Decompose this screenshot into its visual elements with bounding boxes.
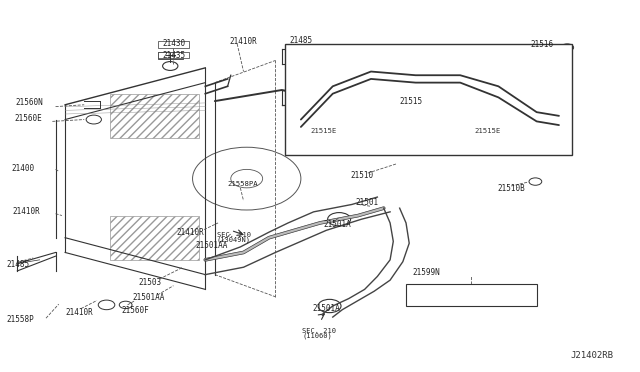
Text: SEC. 210: SEC. 210 — [302, 328, 336, 334]
Text: 21410R: 21410R — [177, 228, 204, 237]
Circle shape — [86, 115, 101, 124]
Text: 21485: 21485 — [289, 36, 312, 45]
Bar — [157, 52, 183, 59]
Bar — [109, 94, 199, 138]
Text: 21560F: 21560F — [121, 306, 149, 315]
Circle shape — [520, 84, 535, 93]
Circle shape — [163, 62, 178, 70]
Text: 21599N: 21599N — [412, 268, 440, 277]
Text: 21515: 21515 — [399, 97, 423, 106]
Text: 21515E: 21515E — [474, 128, 500, 134]
Text: 21410R: 21410R — [230, 37, 257, 46]
Text: 21501: 21501 — [355, 198, 378, 207]
Bar — [109, 215, 199, 260]
Text: 21558PA: 21558PA — [228, 181, 258, 187]
Circle shape — [231, 169, 262, 188]
Circle shape — [328, 212, 351, 226]
Circle shape — [318, 299, 341, 312]
Text: 21510B: 21510B — [497, 184, 525, 193]
Text: 21501AA: 21501AA — [196, 241, 228, 250]
Text: 21515E: 21515E — [310, 128, 337, 134]
Circle shape — [561, 44, 573, 51]
Circle shape — [193, 147, 301, 210]
Text: 21503: 21503 — [138, 278, 161, 287]
Text: ⚠ CAUTION: ⚠ CAUTION — [460, 291, 502, 299]
Bar — [505, 99, 559, 144]
Circle shape — [529, 178, 541, 185]
Text: 21501AA: 21501AA — [132, 293, 164, 302]
Text: 21510: 21510 — [351, 171, 374, 180]
Bar — [505, 94, 559, 149]
Text: (13049N): (13049N) — [217, 236, 251, 243]
Circle shape — [119, 301, 132, 309]
Text: (11060): (11060) — [302, 332, 332, 339]
Text: 21485: 21485 — [6, 260, 29, 269]
Text: 21410R: 21410R — [13, 207, 40, 217]
Bar — [406, 284, 537, 306]
Text: 21560E: 21560E — [14, 114, 42, 123]
Text: 21410R: 21410R — [65, 308, 93, 317]
Text: 21501A: 21501A — [323, 220, 351, 229]
Text: 21501A: 21501A — [312, 304, 340, 313]
Text: SEC. 210: SEC. 210 — [217, 232, 251, 238]
Text: 21430: 21430 — [162, 39, 185, 48]
Bar — [157, 41, 189, 48]
Text: 21560N: 21560N — [15, 99, 43, 108]
Circle shape — [99, 300, 115, 310]
Circle shape — [409, 290, 426, 300]
Text: 21435: 21435 — [162, 51, 185, 60]
Bar — [285, 44, 572, 155]
Text: 21400: 21400 — [11, 164, 34, 173]
Text: 21558P: 21558P — [6, 315, 34, 324]
Bar — [559, 101, 565, 142]
Bar — [157, 52, 189, 58]
Text: J21402RB: J21402RB — [570, 350, 613, 359]
Text: 21516: 21516 — [531, 41, 554, 49]
